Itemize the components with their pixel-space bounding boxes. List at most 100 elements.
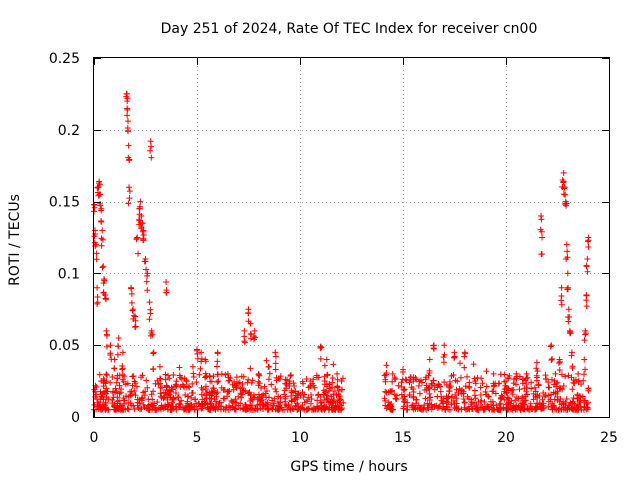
data-point	[287, 371, 294, 378]
data-point	[459, 387, 466, 394]
data-point	[232, 405, 239, 412]
data-point	[562, 201, 569, 208]
data-point	[552, 389, 559, 396]
data-point	[443, 393, 450, 400]
data-point	[463, 406, 470, 413]
data-point	[249, 406, 256, 413]
data-point	[566, 314, 573, 321]
data-point	[164, 391, 171, 398]
data-point	[107, 351, 114, 358]
data-point	[556, 366, 563, 373]
data-point	[157, 390, 164, 397]
data-point	[482, 388, 489, 395]
data-point	[519, 400, 526, 407]
data-point	[283, 385, 290, 392]
data-point	[423, 382, 430, 389]
data-point	[448, 401, 455, 408]
data-point	[188, 389, 195, 396]
data-point	[426, 390, 433, 397]
data-point	[116, 372, 123, 379]
data-point	[398, 379, 405, 386]
data-point	[98, 235, 105, 242]
data-point	[485, 404, 492, 411]
data-point	[392, 376, 399, 383]
data-point	[507, 400, 514, 407]
data-point	[189, 380, 196, 387]
data-point	[100, 263, 107, 270]
data-point	[496, 406, 503, 413]
data-point	[258, 384, 265, 391]
data-point	[532, 405, 539, 412]
data-point	[138, 224, 145, 231]
data-point	[545, 379, 552, 386]
y-tick-label: 0.1	[58, 266, 80, 282]
x-tick-label: 0	[90, 430, 99, 446]
data-point	[149, 402, 156, 409]
data-point	[424, 404, 431, 411]
data-point	[198, 384, 205, 391]
data-point	[102, 380, 109, 387]
data-point	[210, 373, 217, 380]
data-point	[295, 390, 302, 397]
data-point	[97, 202, 104, 209]
data-point	[118, 386, 125, 393]
data-point	[584, 268, 591, 275]
data-point	[94, 293, 101, 300]
data-point	[255, 382, 262, 389]
data-point	[239, 385, 246, 392]
data-point	[126, 195, 133, 202]
data-point	[147, 147, 154, 154]
data-point	[337, 396, 344, 403]
data-point	[274, 398, 281, 405]
data-points	[91, 90, 592, 413]
data-point	[165, 402, 172, 409]
data-point	[453, 386, 460, 393]
y-tick-label: 0.05	[49, 338, 80, 354]
data-point	[298, 404, 305, 411]
data-point	[103, 385, 110, 392]
data-point	[428, 381, 435, 388]
data-point	[102, 406, 109, 413]
data-point	[148, 391, 155, 398]
data-point	[140, 237, 147, 244]
data-point	[510, 386, 517, 393]
data-point	[581, 337, 588, 344]
data-point	[203, 383, 210, 390]
data-point	[187, 405, 194, 412]
data-point	[422, 395, 429, 402]
data-point	[308, 406, 315, 413]
data-point	[150, 388, 157, 395]
data-point	[534, 403, 541, 410]
data-point	[296, 405, 303, 412]
data-point	[542, 372, 549, 379]
data-point	[206, 395, 213, 402]
data-point	[329, 375, 336, 382]
data-point	[477, 384, 484, 391]
data-point	[103, 371, 110, 378]
data-point	[232, 383, 239, 390]
data-point	[334, 384, 341, 391]
data-point	[104, 388, 111, 395]
data-point	[245, 309, 252, 316]
data-point	[415, 382, 422, 389]
data-point	[584, 238, 591, 245]
data-point	[553, 406, 560, 413]
data-point	[497, 405, 504, 412]
data-point	[545, 403, 552, 410]
data-point	[532, 406, 539, 413]
data-point	[114, 375, 121, 382]
data-point	[539, 396, 546, 403]
data-point	[523, 370, 530, 377]
data-point	[338, 386, 345, 393]
data-point	[99, 227, 106, 234]
data-point	[410, 393, 417, 400]
data-point	[129, 373, 136, 380]
data-point	[276, 376, 283, 383]
data-point	[409, 404, 416, 411]
data-point	[220, 386, 227, 393]
data-point	[103, 405, 110, 412]
data-point	[307, 383, 314, 390]
data-point	[416, 390, 423, 397]
data-point	[245, 376, 252, 383]
data-point	[126, 157, 133, 164]
